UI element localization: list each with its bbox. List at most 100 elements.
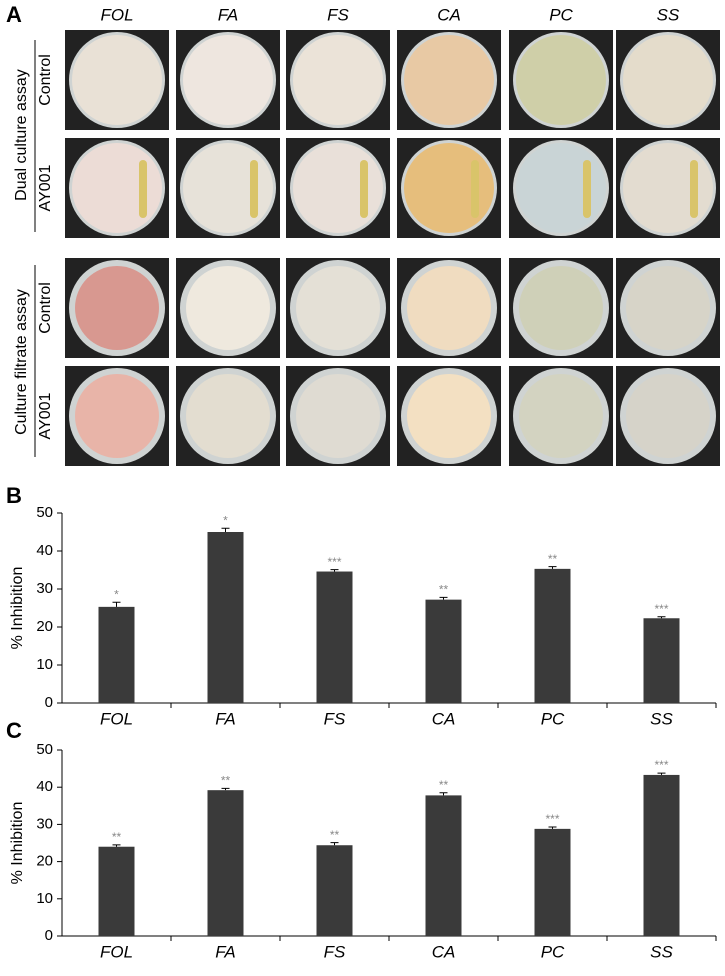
error-bar [657, 772, 666, 775]
panel-label: C [6, 718, 22, 743]
error-bar [112, 601, 121, 607]
error-bar [548, 826, 557, 829]
error-bar [221, 527, 230, 532]
x-tick-label: PC [541, 709, 565, 728]
y-tick-label: 20 [36, 853, 53, 870]
x-tick-label: FOL [100, 942, 133, 961]
bar [425, 599, 462, 703]
colony [404, 143, 494, 233]
colony [296, 266, 380, 350]
significance: ** [439, 778, 449, 792]
y-axis-label: % Inhibition [9, 567, 26, 650]
colony [293, 143, 383, 233]
colony [75, 266, 159, 350]
y-tick-label: 40 [36, 542, 53, 559]
x-tick-label: PC [541, 942, 565, 961]
streak [139, 160, 147, 218]
y-tick-label: 30 [36, 580, 53, 597]
colony [626, 374, 710, 458]
bar [316, 571, 353, 703]
y-tick-label: 0 [45, 694, 53, 711]
panel-label: A [6, 2, 22, 27]
row-label: AY001 [37, 392, 54, 439]
colony [72, 143, 162, 233]
colony [519, 266, 603, 350]
y-tick-label: 10 [36, 890, 53, 907]
significance: ** [439, 583, 449, 597]
row-label: AY001 [37, 164, 54, 211]
bar [98, 606, 135, 703]
significance: *** [327, 555, 341, 569]
column-label: PC [549, 5, 573, 24]
error-bar [439, 792, 448, 796]
significance: *** [545, 812, 559, 826]
y-tick-label: 0 [45, 927, 53, 944]
error-bar [548, 566, 557, 569]
group-label: Culture filtrate assay [13, 289, 30, 435]
x-tick-label: SS [650, 709, 673, 728]
streak [583, 160, 591, 218]
bar [534, 568, 571, 703]
y-tick-label: 50 [36, 741, 53, 758]
panel-label: B [6, 483, 22, 508]
colony [404, 35, 494, 125]
group-label: Dual culture assay [13, 69, 30, 201]
streak [471, 160, 479, 218]
bar [425, 795, 462, 936]
colony [75, 374, 159, 458]
bar [316, 845, 353, 936]
row-label: Control [37, 282, 54, 334]
error-bar [112, 844, 121, 847]
x-tick-label: CA [432, 709, 456, 728]
error-bar [221, 787, 230, 791]
bar [643, 774, 680, 936]
error-bar [657, 616, 666, 619]
y-tick-label: 20 [36, 618, 53, 635]
column-label: SS [657, 5, 680, 24]
column-label: FS [327, 5, 349, 24]
bar [207, 532, 244, 703]
y-tick-label: 50 [36, 504, 53, 521]
colony [296, 374, 380, 458]
colony [516, 35, 606, 125]
colony [186, 266, 270, 350]
colony [407, 266, 491, 350]
x-tick-label: FOL [100, 709, 133, 728]
colony [519, 374, 603, 458]
x-tick-label: FS [324, 709, 346, 728]
colony [407, 374, 491, 458]
x-tick-label: SS [650, 942, 673, 961]
bar [207, 790, 244, 936]
colony [626, 266, 710, 350]
x-tick-label: FA [215, 709, 235, 728]
colony [186, 374, 270, 458]
error-bar [330, 569, 339, 572]
y-tick-label: 10 [36, 656, 53, 673]
significance: ** [330, 828, 340, 842]
column-label: FA [218, 5, 238, 24]
x-tick-label: FA [215, 942, 235, 961]
significance: * [223, 513, 228, 527]
colony [183, 35, 273, 125]
colony [183, 143, 273, 233]
colony [516, 143, 606, 233]
error-bar [439, 596, 448, 600]
bar [98, 846, 135, 936]
y-tick-label: 40 [36, 778, 53, 795]
significance: * [114, 587, 119, 601]
error-bar [330, 842, 339, 846]
row-label: Control [37, 54, 54, 106]
y-axis-label: % Inhibition [9, 802, 26, 885]
bar [534, 828, 571, 936]
y-tick-label: 30 [36, 815, 53, 832]
colony [623, 35, 713, 125]
colony [293, 35, 383, 125]
significance: ** [548, 552, 558, 566]
significance: ** [221, 773, 231, 787]
bar [643, 618, 680, 703]
column-label: FOL [100, 5, 133, 24]
x-tick-label: FS [324, 942, 346, 961]
colony [72, 35, 162, 125]
streak [250, 160, 258, 218]
